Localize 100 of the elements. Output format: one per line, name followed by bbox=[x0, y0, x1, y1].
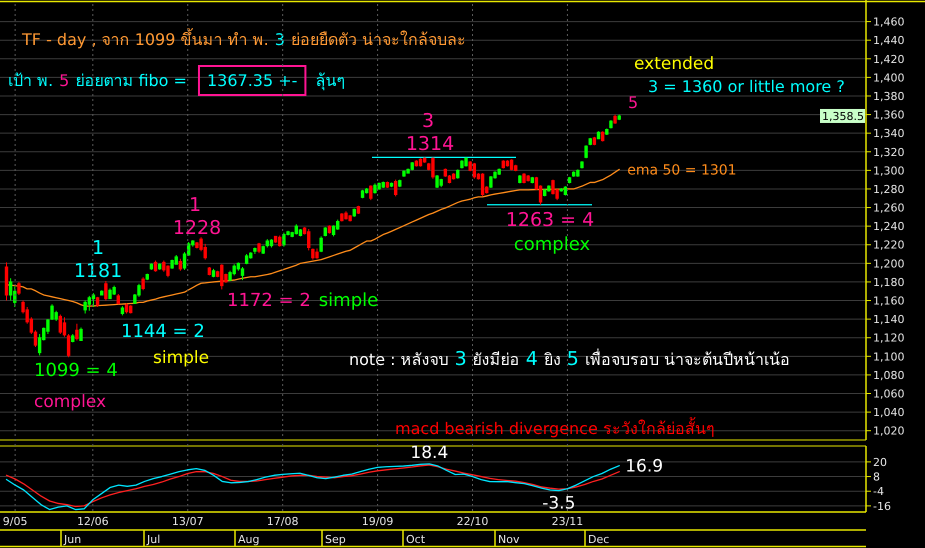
text: Oct bbox=[406, 533, 426, 546]
y-tick-label: 1,220 bbox=[873, 238, 904, 252]
annotation: เพื่อจบรอบ น่าจะต้นปีหน้าเน้อ bbox=[584, 348, 790, 369]
candlestick bbox=[588, 137, 592, 146]
annotation: 5 bbox=[566, 348, 579, 370]
annotation: complex bbox=[514, 234, 590, 255]
y-tick-label: 1,040 bbox=[873, 406, 904, 420]
candlestick bbox=[88, 295, 91, 312]
candlestick bbox=[158, 262, 162, 270]
candlestick bbox=[410, 161, 414, 171]
candlestick bbox=[298, 228, 302, 237]
annotation: 1263 = 4 bbox=[506, 209, 594, 231]
y-tick-label: 1,320 bbox=[873, 146, 904, 159]
candlestick bbox=[613, 114, 617, 124]
x-tick-label: 22/10 bbox=[456, 515, 488, 528]
annotation: 1 bbox=[188, 194, 202, 216]
y-tick-label: 1,160 bbox=[873, 294, 904, 308]
y-tick-label: 1,080 bbox=[873, 368, 904, 382]
y-tick-label: 1,180 bbox=[873, 276, 904, 289]
text: 5 bbox=[628, 93, 638, 112]
annotation: ยังมีย่อ bbox=[472, 350, 520, 369]
candlestick bbox=[150, 262, 154, 270]
y-tick-label: 20 bbox=[873, 456, 887, 469]
annotation: 3 bbox=[422, 110, 434, 132]
annotation: 5 bbox=[59, 71, 70, 90]
y-tick-label: 1,440 bbox=[873, 34, 904, 48]
y-tick-label: 1,400 bbox=[873, 71, 904, 84]
candlestick bbox=[502, 160, 505, 169]
y-tick-label: 1,460 bbox=[873, 16, 904, 29]
candlestick bbox=[431, 156, 435, 180]
y-tick-label: 1,240 bbox=[873, 220, 904, 234]
candlestick bbox=[141, 276, 145, 291]
y-tick-label: 1,420 bbox=[873, 52, 904, 66]
candlestick bbox=[328, 224, 332, 234]
candlestick bbox=[618, 114, 621, 121]
y-tick-label: 1,060 bbox=[873, 388, 904, 401]
y-tick-label: 1,380 bbox=[873, 90, 904, 103]
x-tick-label: 13/07 bbox=[172, 515, 204, 528]
annotation: 1144 = 2 bbox=[121, 321, 205, 342]
candlestick bbox=[402, 170, 406, 178]
annotation: simple bbox=[318, 290, 378, 311]
annotation: ย่อยยืดตัว น่าจะใกล้จบละ bbox=[290, 30, 466, 49]
candlestick bbox=[129, 304, 132, 314]
candlestick bbox=[352, 208, 356, 218]
candlestick bbox=[324, 226, 327, 237]
text: extended bbox=[634, 54, 714, 74]
candlestick bbox=[253, 247, 257, 255]
candlestick bbox=[377, 182, 381, 190]
candlestick bbox=[414, 160, 418, 168]
annotation: 1 bbox=[92, 237, 104, 259]
y-tick-label: 1,020 bbox=[873, 424, 904, 438]
candlestick bbox=[382, 181, 385, 189]
annotation: 3 bbox=[274, 30, 285, 49]
candlestick bbox=[398, 179, 402, 188]
text: Nov bbox=[498, 533, 520, 546]
candlestick bbox=[572, 170, 576, 178]
text: Sep bbox=[325, 533, 346, 546]
candlestick bbox=[244, 254, 248, 265]
candlestick bbox=[220, 264, 224, 290]
data-label: 16.9 bbox=[625, 456, 664, 477]
annotation: 1228 bbox=[172, 217, 222, 239]
y-tick-label: 1,120 bbox=[873, 332, 904, 345]
annotation: ย่อยตาม fibo = bbox=[75, 71, 187, 90]
candlestick bbox=[440, 178, 443, 188]
candlestick bbox=[266, 238, 270, 248]
candlestick bbox=[120, 306, 124, 316]
text: 1,358.5 bbox=[822, 110, 864, 123]
y-tick-label: 8 bbox=[873, 470, 880, 484]
candlestick bbox=[489, 175, 493, 189]
candlestick bbox=[294, 224, 298, 236]
y-tick-label: 1,200 bbox=[873, 257, 904, 270]
text: Aug bbox=[238, 533, 260, 546]
candlestick bbox=[170, 259, 174, 270]
candlestick bbox=[518, 174, 522, 184]
candlestick bbox=[364, 188, 368, 194]
candlestick bbox=[356, 205, 360, 215]
y-tick-label: 1,300 bbox=[873, 164, 904, 178]
candlestick bbox=[530, 176, 534, 184]
text: Dec bbox=[588, 533, 610, 546]
candlestick bbox=[66, 334, 70, 358]
annotation: complex bbox=[34, 392, 106, 412]
x-tick-label: 17/08 bbox=[266, 515, 299, 528]
candlestick bbox=[315, 248, 319, 260]
candlestick bbox=[584, 144, 588, 159]
candlestick bbox=[92, 292, 96, 308]
annotation: เป้า พ. bbox=[8, 71, 54, 90]
candlestick bbox=[307, 228, 310, 251]
candlestick bbox=[83, 300, 87, 314]
candlestick bbox=[543, 188, 546, 197]
candlestick bbox=[274, 236, 278, 244]
candlestick bbox=[605, 128, 608, 136]
candlestick bbox=[547, 184, 551, 192]
candlestick bbox=[497, 168, 501, 176]
candlestick bbox=[240, 266, 244, 281]
data-label: 18.4 bbox=[410, 442, 448, 463]
y-tick-label: 1,360 bbox=[873, 108, 904, 122]
candlestick bbox=[100, 290, 104, 296]
y-tick-label: 1,280 bbox=[873, 182, 904, 196]
y-tick-label: 1,340 bbox=[873, 127, 904, 140]
x-tick-label: 19/09 bbox=[362, 515, 394, 528]
